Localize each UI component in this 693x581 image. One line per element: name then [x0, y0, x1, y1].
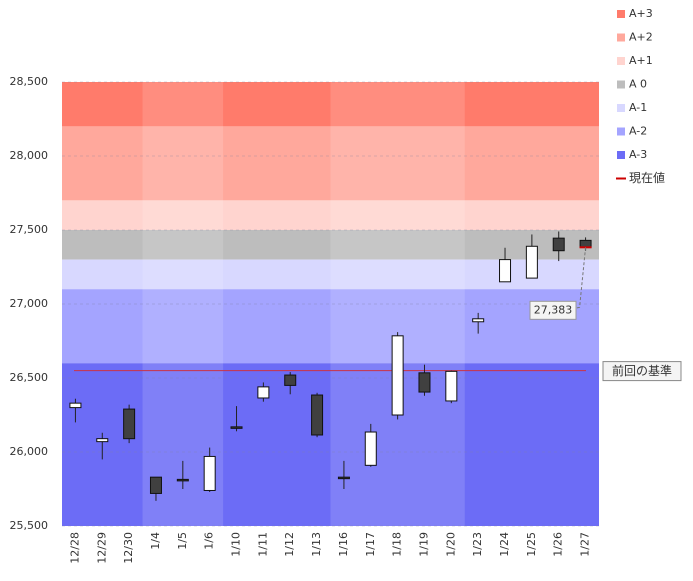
y-tick-label: 27,000 — [10, 297, 49, 310]
legend-label: A 0 — [629, 78, 647, 91]
candle-body — [69, 402, 82, 409]
zone-band — [62, 126, 599, 201]
x-tick-label: 1/4 — [149, 532, 162, 550]
candle-body — [364, 431, 377, 466]
callout-leader — [565, 247, 587, 311]
zone-band — [62, 230, 599, 260]
candle-body — [284, 374, 297, 386]
legend-swatch — [617, 10, 625, 18]
x-tick-label: 1/12 — [283, 532, 296, 557]
x-tick-label: 1/23 — [471, 532, 484, 557]
x-tick-label: 1/25 — [525, 532, 538, 557]
x-tick-label: 1/6 — [203, 532, 216, 550]
legend-label: A+1 — [629, 54, 653, 67]
x-tick-label: 1/5 — [176, 532, 189, 550]
y-tick-label: 25,500 — [10, 519, 49, 532]
zone-band — [62, 363, 599, 526]
candle-body — [552, 237, 565, 252]
x-tick-label: 12/28 — [68, 532, 81, 564]
candle-body — [123, 408, 136, 440]
reference-label: 前回の基準 — [612, 363, 672, 378]
candle-body — [149, 476, 162, 494]
x-tick-label: 1/24 — [498, 532, 511, 557]
candle-body — [418, 372, 431, 393]
candle-body — [203, 455, 216, 491]
legend-label: A-1 — [629, 101, 647, 114]
x-tick-label: 1/20 — [444, 532, 457, 557]
x-tick-label: 1/27 — [579, 532, 592, 557]
candle-body — [579, 239, 592, 248]
zone-band — [62, 289, 599, 364]
x-tick-label: 12/30 — [122, 532, 135, 564]
x-tick-label: 1/16 — [337, 532, 350, 557]
legend-label: A+3 — [629, 7, 653, 20]
candle-body — [445, 370, 458, 402]
legend-swatch — [617, 80, 625, 89]
legend-label: A+2 — [629, 31, 653, 44]
candle-body — [257, 386, 270, 399]
legend-swatch — [617, 57, 625, 65]
legend-label: 現在値 — [629, 170, 665, 185]
candle-body — [96, 438, 109, 443]
x-tick-label: 1/18 — [391, 532, 404, 557]
y-tick-label: 26,500 — [10, 371, 49, 384]
zone-band — [62, 82, 599, 127]
candle-body — [230, 426, 243, 429]
x-tick-label: 1/26 — [552, 532, 565, 557]
legend-swatch — [617, 104, 625, 112]
callout-box — [529, 300, 577, 320]
candle-body — [499, 259, 512, 283]
y-tick-label: 26,000 — [10, 445, 49, 458]
y-tick-label: 27,500 — [10, 223, 49, 236]
reference-box — [602, 361, 682, 382]
legend-swatch — [617, 127, 625, 136]
candle-body — [391, 335, 404, 416]
zone-band — [62, 200, 599, 230]
x-tick-label: 1/13 — [310, 532, 323, 557]
legend-label: A-2 — [629, 125, 647, 138]
y-tick-label: 28,000 — [10, 149, 49, 162]
x-tick-label: 12/29 — [95, 532, 108, 564]
candle-body — [472, 318, 485, 323]
legend-swatch — [617, 151, 625, 159]
candle-body — [176, 478, 189, 482]
legend-swatch — [617, 33, 625, 42]
x-tick-label: 1/17 — [364, 532, 377, 557]
callout-label: 27,383 — [534, 303, 573, 316]
candle-body — [311, 394, 324, 436]
x-tick-label: 1/19 — [417, 532, 430, 557]
x-tick-label: 1/10 — [230, 532, 243, 557]
candle-body — [525, 245, 538, 279]
x-tick-label: 1/11 — [256, 532, 269, 557]
legend-label: A-3 — [629, 148, 647, 161]
y-tick-label: 28,500 — [10, 75, 49, 88]
candle-body — [337, 476, 350, 480]
